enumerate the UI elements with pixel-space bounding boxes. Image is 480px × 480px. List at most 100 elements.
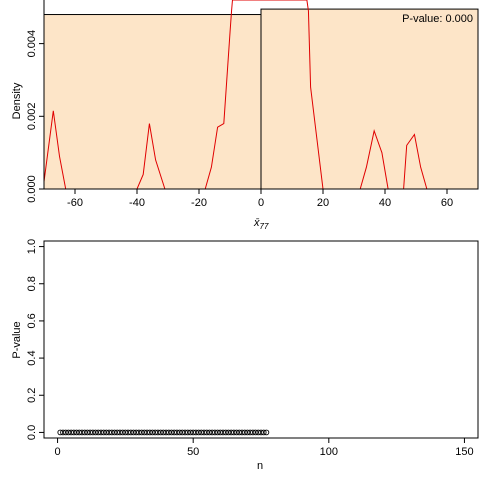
pvalue-point: [108, 429, 115, 436]
pvalue-point: [198, 429, 205, 436]
pvalue-point: [155, 429, 161, 436]
pvalue-point: [125, 429, 131, 436]
pvalue-point: [222, 429, 229, 436]
pvalue-point: [76, 429, 83, 436]
x-axis-label: n: [257, 460, 263, 472]
x-axis-label-subscript: 77: [260, 222, 269, 231]
y-tick-label: 0.2: [26, 388, 38, 403]
pvalue-point: [133, 429, 140, 436]
pvalue-point: [231, 429, 237, 436]
pvalue-point: [236, 429, 243, 436]
y-tick-label: 0.002: [26, 103, 38, 131]
pvalue-point: [122, 429, 129, 436]
y-axis-label: P-value: [11, 321, 23, 358]
x-tick-label: 50: [187, 446, 199, 458]
pvalue-point: [114, 429, 121, 436]
histogram-bar: [260, 8, 479, 190]
pvalue-point: [98, 429, 104, 436]
pvalue-point: [70, 429, 77, 436]
pvalue-point: [255, 429, 262, 436]
pvalue-point: [165, 429, 172, 436]
pvalue-point: [111, 429, 118, 436]
pvalue-point: [263, 429, 270, 436]
pvalue-point: [149, 429, 156, 436]
pvalue-point: [182, 429, 188, 436]
pvalue-point: [201, 429, 207, 436]
pvalue-point: [73, 429, 80, 436]
pvalue-point: [130, 429, 137, 436]
pvalue-point: [79, 429, 85, 436]
pvalue-point: [163, 429, 169, 436]
pvalue-point: [233, 429, 240, 436]
pvalue-points: [57, 429, 270, 436]
pvalue-point: [239, 429, 245, 436]
pvalue-point: [209, 429, 216, 436]
pvalue-point: [212, 429, 218, 436]
pvalue-point: [117, 429, 123, 436]
pvalue-point: [87, 429, 93, 436]
x-axis-label: x̄77: [253, 217, 269, 231]
y-tick-label: 0.0: [26, 425, 38, 440]
pvalue-point: [103, 429, 110, 436]
x-tick-label: -20: [191, 197, 207, 209]
pvalue-point: [174, 429, 180, 436]
pvalue-panel: 0 50 100 150 0.0 0.2 0.4 0.6 0.8 1.0 P-value n: [11, 239, 479, 472]
x-tick-label: 100: [320, 446, 338, 458]
annotation-pvalue: P-value: 0.000: [402, 13, 473, 25]
pvalue-point: [152, 429, 159, 436]
y-tick-label: 1.0: [26, 239, 38, 254]
pvalue-point: [57, 429, 64, 436]
pvalue-point: [203, 429, 210, 436]
pvalue-point: [260, 429, 267, 436]
pvalue-point: [95, 429, 102, 436]
pvalue-point: [176, 429, 183, 436]
x-tick-label: 150: [455, 446, 473, 458]
pvalue-point: [225, 429, 232, 436]
pvalue-point: [146, 429, 153, 436]
pvalue-point: [81, 429, 88, 436]
y-tick-label: 0.6: [26, 313, 38, 328]
x-tick-label: 0: [55, 446, 61, 458]
x-axis-label-main: x̄: [253, 217, 260, 229]
pvalue-point: [92, 429, 99, 436]
y-tick-label: 0.4: [26, 350, 38, 365]
plot-frame: [43, 240, 479, 439]
pvalue-point: [247, 429, 254, 436]
pvalue-point: [144, 429, 150, 436]
pvalue-point: [258, 429, 264, 436]
x-tick-label: -40: [129, 197, 145, 209]
pvalue-point: [228, 429, 235, 436]
pvalue-point: [60, 429, 66, 436]
pvalue-point: [100, 429, 107, 436]
pvalue-point: [68, 429, 74, 436]
pvalue-point: [119, 429, 126, 436]
x-tick-label: 60: [441, 197, 453, 209]
y-tick-label: 0.000: [26, 175, 38, 203]
x-tick-label: 20: [317, 197, 329, 209]
pvalue-point: [217, 429, 224, 436]
pvalue-point: [157, 429, 164, 436]
pvalue-point: [141, 429, 148, 436]
pvalue-point: [193, 429, 199, 436]
pvalue-point: [138, 429, 145, 436]
y-axis-label: Density: [11, 82, 23, 119]
pvalue-point: [136, 429, 142, 436]
pvalue-point: [106, 429, 112, 436]
pvalue-point: [252, 429, 259, 436]
histogram-bar: [43, 14, 262, 190]
histogram-bars: [43, 8, 479, 190]
x-tick-label: 40: [379, 197, 391, 209]
pvalue-point: [214, 429, 221, 436]
pvalue-point: [65, 429, 72, 436]
pvalue-point: [250, 429, 256, 436]
x-axis: -60 -40 -20 0 20 40 60: [67, 189, 453, 209]
y-axis: 0.000 0.002 0.004: [26, 30, 44, 203]
pvalue-point: [184, 429, 191, 436]
pvalue-point: [127, 429, 134, 436]
y-tick-label: 0.8: [26, 276, 38, 291]
histogram-panel: -60 -40 -20 0 20 40 60 0.000 0.002 0.004 P-value…: [11, 0, 479, 231]
pvalue-point: [160, 429, 167, 436]
pvalue-point: [84, 429, 91, 436]
x-axis: 0 50 100 150: [55, 438, 474, 458]
